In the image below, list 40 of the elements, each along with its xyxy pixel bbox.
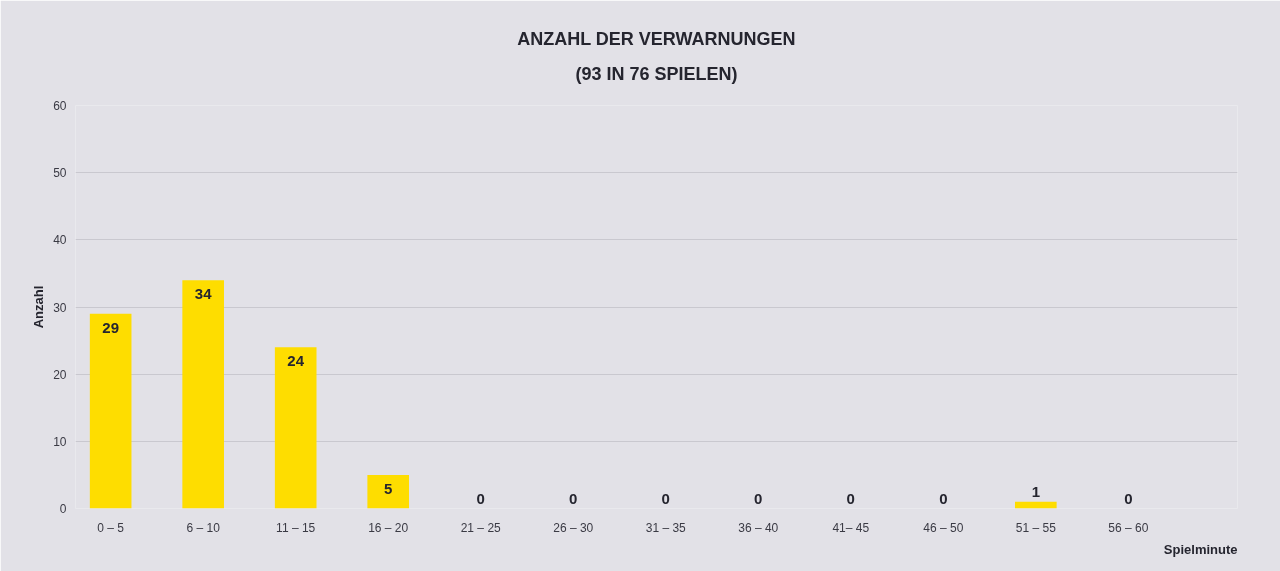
data-label: 24 bbox=[287, 352, 305, 370]
x-tick-label: 41– 45 bbox=[832, 520, 870, 535]
x-tick-label: 26 – 30 bbox=[553, 520, 594, 535]
bar bbox=[89, 313, 132, 509]
x-tick-label: 6 – 10 bbox=[186, 520, 221, 535]
y-tick-label: 0 bbox=[59, 502, 67, 516]
y-tick-label: 60 bbox=[53, 99, 67, 113]
chart-title: ANZAHL DER VERWARNUNGEN bbox=[517, 29, 796, 49]
data-label: 1 bbox=[1031, 482, 1040, 500]
x-tick-label: 31 – 35 bbox=[645, 520, 687, 535]
data-label: 0 bbox=[569, 489, 578, 507]
y-tick-label: 30 bbox=[53, 300, 67, 315]
x-tick-label: 0 – 5 bbox=[97, 520, 125, 535]
y-tick-label: 20 bbox=[53, 367, 67, 382]
bar bbox=[367, 474, 410, 509]
data-label: 0 bbox=[476, 489, 485, 507]
y-tick-label: 50 bbox=[53, 166, 67, 181]
y-tick-label: 10 bbox=[53, 434, 67, 449]
bar bbox=[274, 347, 317, 509]
x-axis-title: Spielminute bbox=[1163, 541, 1238, 557]
bar bbox=[1015, 501, 1057, 509]
data-label: 5 bbox=[384, 479, 393, 497]
x-tick-label: 36 – 40 bbox=[738, 520, 779, 535]
data-label: 0 bbox=[846, 489, 855, 507]
data-label: 0 bbox=[1124, 489, 1133, 507]
data-label: 0 bbox=[754, 489, 763, 507]
x-tick-label: 56 – 60 bbox=[1108, 520, 1149, 535]
x-tick-label: 21 – 25 bbox=[460, 520, 502, 535]
x-tick-label: 16 – 20 bbox=[368, 520, 409, 535]
x-tick-label: 46 – 50 bbox=[923, 520, 964, 535]
data-label: 29 bbox=[102, 318, 119, 336]
data-label: 0 bbox=[939, 489, 948, 507]
y-tick-label: 40 bbox=[53, 233, 67, 248]
x-tick-label: 51 – 55 bbox=[1015, 520, 1057, 535]
y-axis-title: Anzahl bbox=[31, 285, 47, 329]
bar bbox=[182, 280, 224, 509]
data-label: 34 bbox=[194, 285, 213, 303]
chart-subtitle: (93 IN 76 SPIELEN) bbox=[575, 63, 738, 84]
data-label: 0 bbox=[661, 489, 670, 507]
x-tick-label: 11 – 15 bbox=[276, 520, 316, 535]
